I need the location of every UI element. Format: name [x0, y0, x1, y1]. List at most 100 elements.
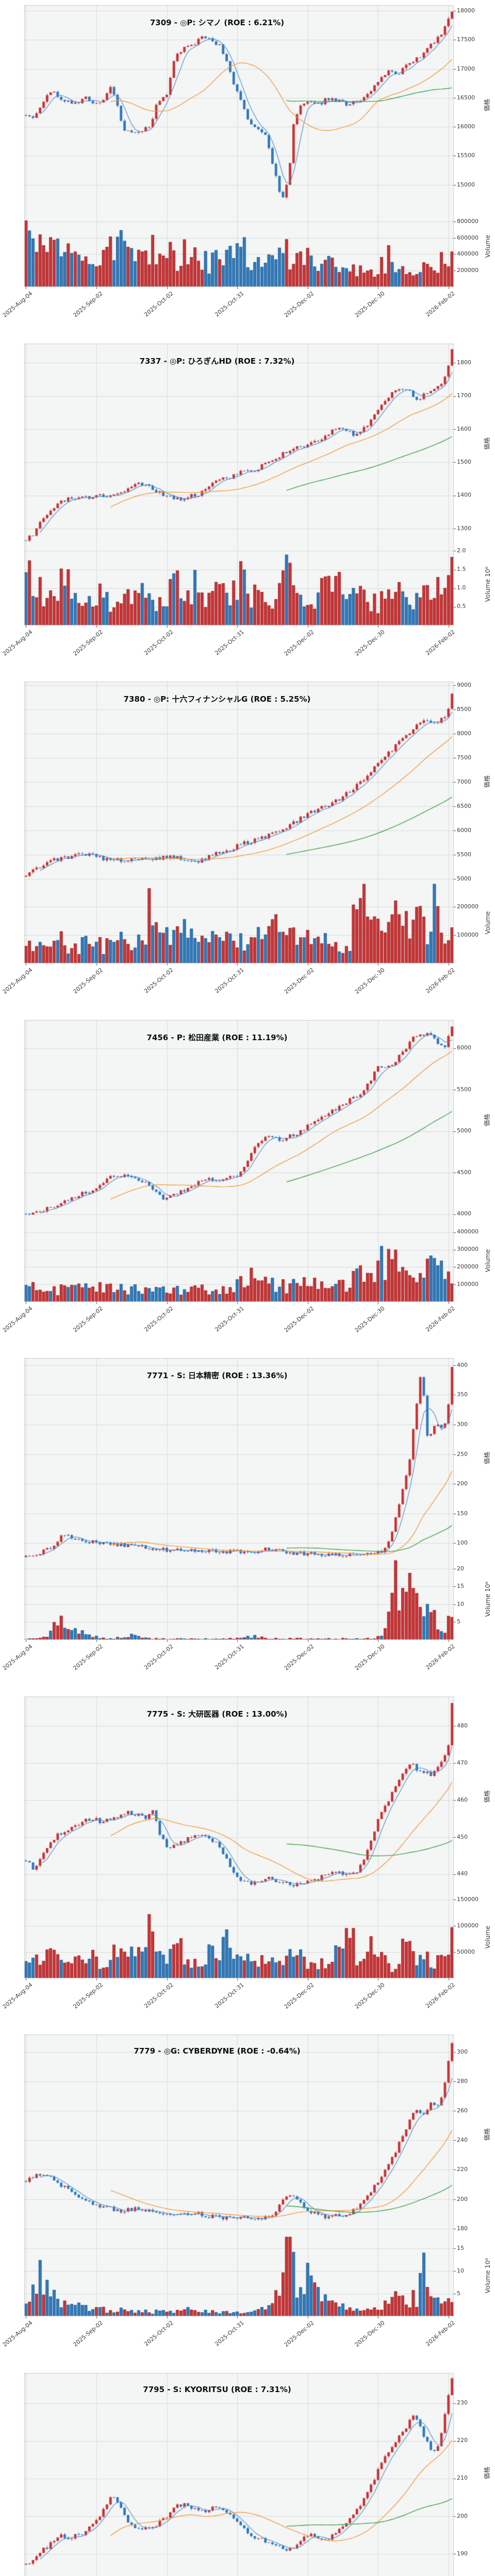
volume-tick-label: 800000: [457, 217, 478, 225]
price-tick-label: 5500: [457, 851, 471, 858]
chart-title: 7337 - ◎P: ひろぎんHD (ROE : 7.32%): [139, 356, 295, 366]
price-tick-label: 230: [457, 2399, 468, 2406]
price-tick-label: 4500: [457, 1168, 471, 1176]
price-tick-label: 16000: [457, 123, 475, 130]
price-volume-canvas-7309: [0, 0, 495, 338]
volume-tick-label: 200000: [457, 267, 478, 274]
volume-tick-label: 150000: [457, 1895, 478, 1903]
price-tick-label: 190: [457, 2550, 468, 2557]
chart-title: 7779 - ◎G: CYBERDYNE (ROE : -0.64%): [134, 2046, 301, 2056]
volume-axis-label: Volume: [484, 1925, 491, 1949]
chart-title: 7380 - ◎P: 十六フィナンシャルG (ROE : 5.25%): [123, 694, 311, 704]
price-tick-label: 470: [457, 1759, 468, 1766]
price-volume-canvas-7771: [0, 1353, 495, 1691]
volume-tick-label: 600000: [457, 234, 478, 241]
volume-tick-label: 2.0: [457, 547, 466, 554]
price-tick-label: 6500: [457, 803, 471, 810]
chart-figure-7309: 7309 - ◎P: シマノ (ROE : 6.21%) 18000 17500 17…: [0, 0, 495, 338]
price-tick-label: 7000: [457, 778, 471, 785]
price-tick-label: 460: [457, 1796, 468, 1803]
price-volume-canvas-7795: [0, 2367, 495, 2576]
price-tick-label: 1400: [457, 492, 471, 499]
volume-tick-label: 1.5: [457, 566, 466, 573]
volume-tick-label: 15: [457, 2244, 464, 2251]
price-volume-canvas-7380: [0, 676, 495, 1015]
price-tick-label: 220: [457, 2166, 468, 2173]
chart-title: 7456 - P: 松田産業 (ROE : 11.19%): [146, 1032, 288, 1042]
volume-tick-label: 300000: [457, 1246, 478, 1252]
price-tick-label: 220: [457, 2437, 468, 2444]
volume-tick-label: 100000: [457, 1922, 478, 1929]
price-tick-label: 180: [457, 2225, 468, 2232]
volume-tick-label: 1.0: [457, 584, 466, 591]
chart-title: 7771 - S: 日本精密 (ROE : 13.36%): [146, 1371, 288, 1380]
price-tick-label: 400: [457, 1361, 468, 1368]
volume-tick-label: 50000: [457, 1948, 475, 1955]
volume-tick-label: 5: [457, 1618, 460, 1625]
chart-title: 7309 - ◎P: シマノ (ROE : 6.21%): [150, 18, 285, 27]
volume-tick-label: 15: [457, 1583, 464, 1590]
price-axis-label: 価格: [483, 2466, 491, 2479]
price-axis-label: 価格: [483, 2128, 491, 2141]
price-tick-label: 5000: [457, 1127, 471, 1134]
price-tick-label: 1500: [457, 458, 471, 465]
price-tick-label: 250: [457, 1450, 468, 1458]
price-tick-label: 350: [457, 1391, 468, 1398]
volume-axis-label: Volume: [484, 911, 491, 934]
price-tick-label: 480: [457, 1722, 468, 1729]
price-tick-label: 260: [457, 2107, 468, 2114]
price-volume-canvas-7337: [0, 338, 495, 676]
price-tick-label: 1800: [457, 359, 471, 366]
price-volume-canvas-7775: [0, 1691, 495, 2029]
volume-axis-label: Volume 10⁶: [484, 2258, 491, 2293]
price-tick-label: 8000: [457, 730, 471, 737]
price-tick-label: 200: [457, 1480, 468, 1487]
volume-tick-label: 20: [457, 1565, 464, 1572]
price-tick-label: 300: [457, 1420, 468, 1428]
chart-figure-7775: 7775 - S: 大研医器 (ROE : 13.00%) 480 470 460 45…: [0, 1691, 495, 2029]
volume-tick-label: 100000: [457, 931, 478, 939]
volume-tick-label: 200000: [457, 1263, 478, 1270]
price-volume-canvas-7456: [0, 1014, 495, 1353]
volume-tick-label: 200000: [457, 903, 478, 910]
price-tick-label: 440: [457, 1870, 468, 1877]
volume-tick-label: 400000: [457, 1228, 478, 1235]
price-tick-label: 5000: [457, 875, 471, 883]
chart-title: 7795 - S: KYORITSU (ROE : 7.31%): [143, 2384, 291, 2394]
price-tick-label: 7500: [457, 754, 471, 761]
price-tick-label: 150: [457, 1510, 468, 1517]
chart-title: 7775 - S: 大研医器 (ROE : 13.00%): [146, 1709, 288, 1719]
price-tick-label: 1600: [457, 425, 471, 432]
volume-tick-label: 10: [457, 1600, 464, 1607]
chart-figure-7771: 7771 - S: 日本精密 (ROE : 13.36%) 400 350 300 25…: [0, 1353, 495, 1691]
volume-axis-label: Volume 10⁶: [484, 566, 491, 602]
chart-figure-7779: 7779 - ◎G: CYBERDYNE (ROE : -0.64%) 300 28…: [0, 2029, 495, 2368]
volume-axis-label: Volume: [484, 234, 491, 258]
chart-figure-7380: 7380 - ◎P: 十六フィナンシャルG (ROE : 5.25%) 9000 8…: [0, 676, 495, 1015]
price-tick-label: 18000: [457, 7, 475, 14]
price-tick-label: 16500: [457, 94, 475, 101]
price-tick-label: 210: [457, 2475, 468, 2482]
price-tick-label: 17000: [457, 65, 475, 72]
price-tick-label: 6000: [457, 1044, 471, 1052]
volume-tick-label: 100000: [457, 1280, 478, 1287]
price-tick-label: 450: [457, 1833, 468, 1840]
volume-tick-label: 5: [457, 2290, 460, 2297]
price-tick-label: 200: [457, 2195, 468, 2202]
volume-tick-label: 10: [457, 2267, 464, 2274]
volume-axis-label: Volume 10⁶: [484, 1581, 491, 1617]
price-tick-label: 6000: [457, 827, 471, 834]
price-tick-label: 280: [457, 2078, 468, 2085]
price-axis-label: 価格: [483, 775, 491, 788]
chart-figure-7456: 7456 - P: 松田産業 (ROE : 11.19%) 6000 5500 500…: [0, 1014, 495, 1353]
price-tick-label: 300: [457, 2048, 468, 2056]
price-tick-label: 240: [457, 2137, 468, 2144]
price-tick-label: 8500: [457, 705, 471, 713]
volume-axis-label: Volume: [484, 1249, 491, 1273]
price-tick-label: 200: [457, 2512, 468, 2519]
price-tick-label: 9000: [457, 681, 471, 688]
price-axis-label: 価格: [483, 1451, 491, 1465]
volume-tick-label: 400000: [457, 250, 478, 258]
chart-figure-7337: 7337 - ◎P: ひろぎんHD (ROE : 7.32%) 1800 1700 1…: [0, 338, 495, 676]
